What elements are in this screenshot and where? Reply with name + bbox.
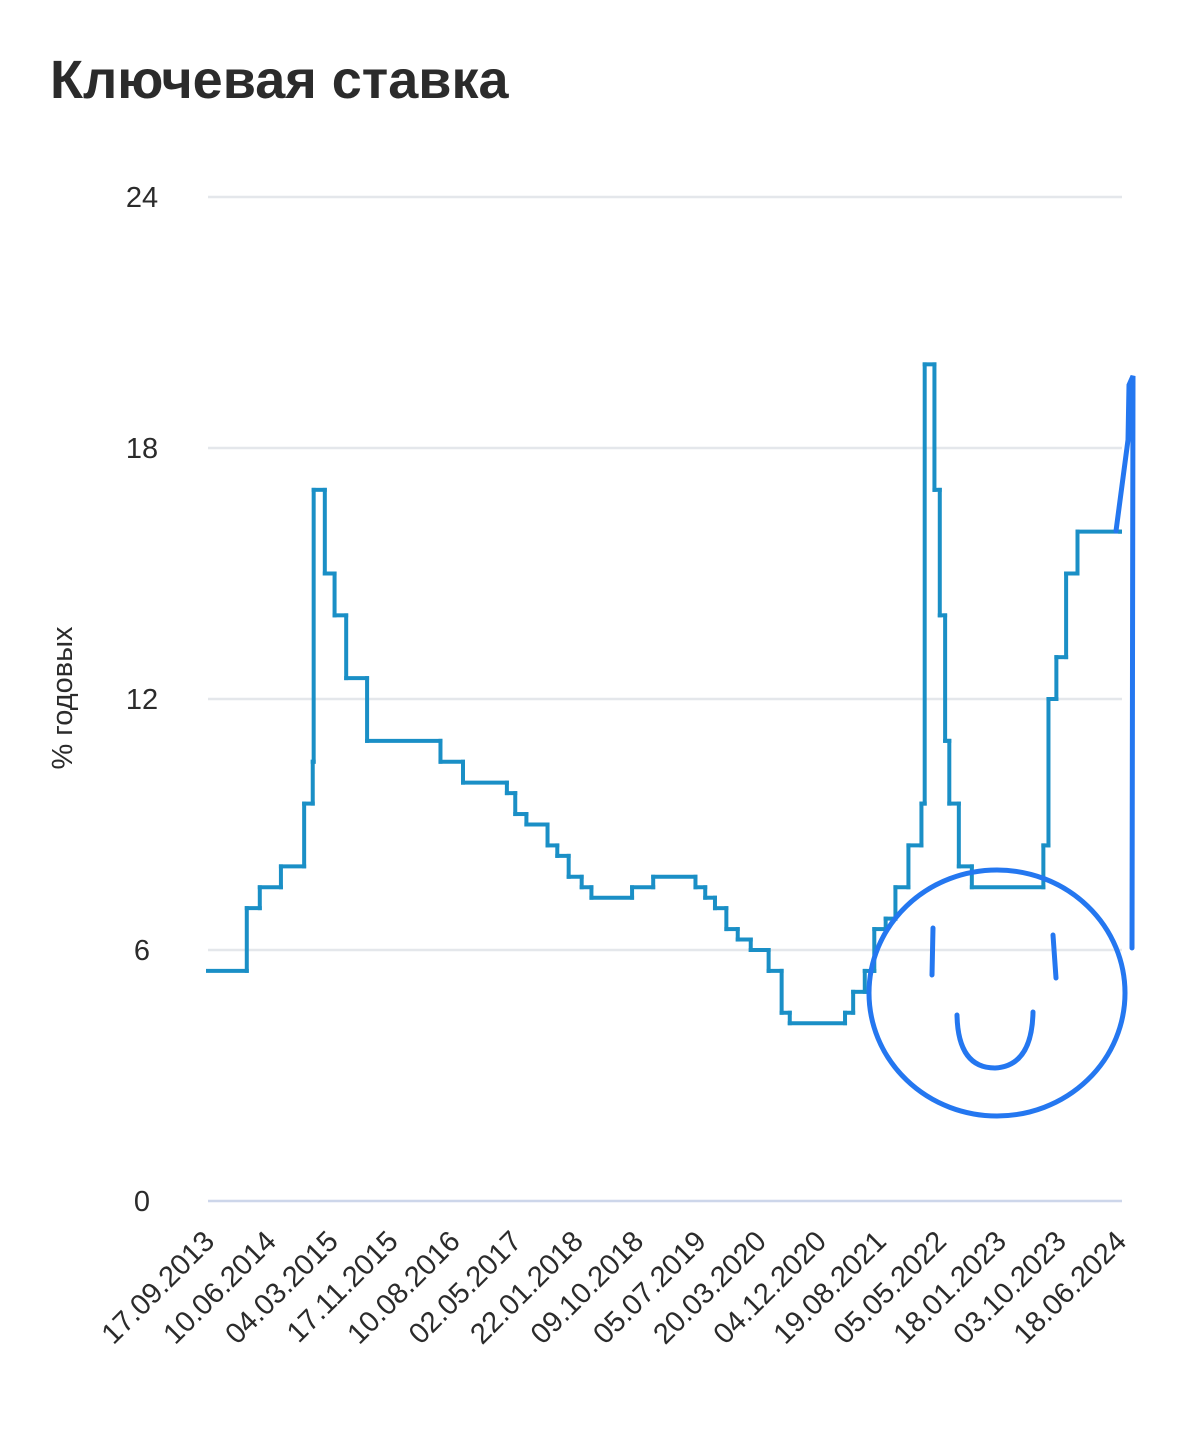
y-tick-label: 18 [126, 433, 158, 465]
y-tick-label: 24 [126, 182, 158, 214]
smiley-circle [866, 867, 1128, 1119]
hand-drawing [866, 374, 1136, 1119]
y-tick-label: 6 [134, 935, 150, 967]
hand-drawn-line [1113, 374, 1136, 951]
smiley-eye [929, 925, 936, 978]
line-end [1118, 529, 1122, 534]
smiley-mouth [954, 1009, 1036, 1071]
smiley-eye [1050, 932, 1059, 981]
y-tick-label: 12 [126, 684, 158, 716]
y-tick-label: 0 [134, 1186, 150, 1218]
y-axis-label: % годовых [47, 626, 79, 770]
plot-area: 0612182417.09.201310.06.201404.03.201517… [96, 182, 1133, 1351]
chart-title: Ключевая ставка [50, 50, 509, 110]
